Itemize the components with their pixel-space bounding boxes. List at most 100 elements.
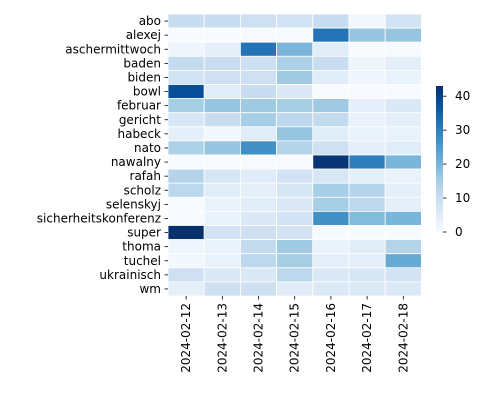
heatmap-cell-thoma-2024-02-12 xyxy=(167,239,205,255)
heatmap-cell-selenskyj-2024-02-17 xyxy=(348,196,386,212)
colorbar-gradient xyxy=(436,86,443,232)
heatmap-cell-thoma-2024-02-16 xyxy=(312,239,350,255)
heatmap-cell-ukrainisch-2024-02-17 xyxy=(348,267,386,283)
heatmap-cell-wm-2024-02-17 xyxy=(348,281,386,297)
heatmap-cell-baden-2024-02-12 xyxy=(167,55,205,71)
heatmap-cell-tuchel-2024-02-12 xyxy=(167,253,205,269)
heatmap-cell-bowl-2024-02-12 xyxy=(167,84,205,100)
heatmap-cell-sicherheitskonferenz-2024-02-15 xyxy=(276,210,314,226)
heatmap-cell-nawalny-2024-02-17 xyxy=(348,154,386,170)
heatmap-cell-tuchel-2024-02-15 xyxy=(276,253,314,269)
x-tick-label-2024-02-16: 2024-02-16 xyxy=(324,303,338,373)
heatmap-cell-baden-2024-02-15 xyxy=(276,55,314,71)
heatmap-cell-selenskyj-2024-02-14 xyxy=(239,196,277,212)
y-tick-label-scholz: scholz xyxy=(124,183,161,197)
heatmap-cell-abo-2024-02-15 xyxy=(276,13,314,29)
heatmap-cell-nawalny-2024-02-16 xyxy=(312,154,350,170)
heatmap-cell-gericht-2024-02-14 xyxy=(239,112,277,128)
heatmap-cell-scholz-2024-02-14 xyxy=(239,182,277,198)
heatmap-cell-super-2024-02-14 xyxy=(239,225,277,241)
heatmap-cell-bowl-2024-02-16 xyxy=(312,84,350,100)
colorbar-tick-label-10: 10 xyxy=(455,191,470,205)
heatmap-cell-nawalny-2024-02-14 xyxy=(239,154,277,170)
heatmap-cell-bowl-2024-02-18 xyxy=(384,84,422,100)
heatmap-cell-scholz-2024-02-13 xyxy=(203,182,241,198)
heatmap-cell-aschermittwoch-2024-02-14 xyxy=(239,41,277,57)
y-tick-label-nato: nato xyxy=(134,141,161,155)
heatmap-cell-sicherheitskonferenz-2024-02-14 xyxy=(239,210,277,226)
heatmap-cell-nato-2024-02-15 xyxy=(276,140,314,156)
heatmap-cell-gericht-2024-02-15 xyxy=(276,112,314,128)
heatmap-cell-wm-2024-02-14 xyxy=(239,281,277,297)
heatmap-cell-februar-2024-02-17 xyxy=(348,98,386,114)
heatmap-cell-abo-2024-02-14 xyxy=(239,13,277,29)
heatmap-cell-nato-2024-02-17 xyxy=(348,140,386,156)
heatmap-cell-aschermittwoch-2024-02-15 xyxy=(276,41,314,57)
heatmap-cell-nato-2024-02-18 xyxy=(384,140,422,156)
heatmap-cell-februar-2024-02-16 xyxy=(312,98,350,114)
y-tick-label-super: super xyxy=(127,226,161,240)
heatmap-cell-rafah-2024-02-13 xyxy=(203,168,241,184)
heatmap-cell-bowl-2024-02-13 xyxy=(203,84,241,100)
y-tick-label-rafah: rafah xyxy=(130,169,161,183)
heatmap-cell-scholz-2024-02-17 xyxy=(348,182,386,198)
heatmap-cell-wm-2024-02-15 xyxy=(276,281,314,297)
heatmap-cell-wm-2024-02-12 xyxy=(167,281,205,297)
heatmap-cell-biden-2024-02-13 xyxy=(203,70,241,85)
heatmap-cell-aschermittwoch-2024-02-17 xyxy=(348,41,386,57)
heatmap-cell-nawalny-2024-02-15 xyxy=(276,154,314,170)
heatmap-cell-bowl-2024-02-14 xyxy=(239,84,277,100)
heatmap-cell-abo-2024-02-16 xyxy=(312,13,350,29)
x-tick-label-2024-02-15: 2024-02-15 xyxy=(288,303,302,373)
y-tick-label-nawalny: nawalny xyxy=(111,155,161,169)
heatmap-cell-biden-2024-02-15 xyxy=(276,70,314,85)
heatmap-cell-scholz-2024-02-15 xyxy=(276,182,314,198)
heatmap-cell-nawalny-2024-02-12 xyxy=(167,154,205,170)
heatmap-cell-gericht-2024-02-13 xyxy=(203,112,241,128)
heatmap-cell-nato-2024-02-13 xyxy=(203,140,241,156)
heatmap-cell-alexej-2024-02-18 xyxy=(384,27,422,43)
y-tick-label-habeck: habeck xyxy=(117,127,161,141)
colorbar-tick-label-40: 40 xyxy=(455,89,470,103)
heatmap-cell-gericht-2024-02-18 xyxy=(384,112,422,128)
heatmap-cell-thoma-2024-02-15 xyxy=(276,239,314,255)
heatmap-cell-wm-2024-02-13 xyxy=(203,281,241,297)
heatmap-cell-habeck-2024-02-12 xyxy=(167,126,205,142)
heatmap-cell-bowl-2024-02-17 xyxy=(348,84,386,100)
heatmap-cell-aschermittwoch-2024-02-18 xyxy=(384,41,422,57)
heatmap-cell-super-2024-02-13 xyxy=(203,225,241,241)
heatmap-cell-tuchel-2024-02-18 xyxy=(384,253,422,269)
heatmap-cell-baden-2024-02-17 xyxy=(348,55,386,71)
colorbar: 0 10 20 30 40 xyxy=(436,86,470,239)
x-tick-label-2024-02-18: 2024-02-18 xyxy=(396,303,410,373)
y-tick-label-bowl: bowl xyxy=(133,85,161,99)
heatmap-cell-nawalny-2024-02-13 xyxy=(203,154,241,170)
y-tick-label-gericht: gericht xyxy=(119,113,161,127)
y-tick-label-tuchel: tuchel xyxy=(124,254,161,268)
x-tick-label-2024-02-17: 2024-02-17 xyxy=(360,303,374,373)
heatmap-cell-alexej-2024-02-13 xyxy=(203,27,241,43)
heatmap-cell-abo-2024-02-18 xyxy=(384,13,422,29)
heatmap-cell-abo-2024-02-12 xyxy=(167,13,205,29)
heatmap-cell-nato-2024-02-14 xyxy=(239,140,277,156)
heatmap-cell-scholz-2024-02-16 xyxy=(312,182,350,198)
heatmap-cell-ukrainisch-2024-02-13 xyxy=(203,267,241,283)
heatmap-cell-selenskyj-2024-02-13 xyxy=(203,196,241,212)
heatmap-cell-baden-2024-02-18 xyxy=(384,55,422,71)
heatmap-cell-alexej-2024-02-16 xyxy=(312,27,350,43)
x-tick-labels: 2024-02-12 2024-02-13 2024-02-14 2024-02-15… xyxy=(179,296,410,373)
colorbar-tick-label-30: 30 xyxy=(455,123,470,137)
heatmap-cell-abo-2024-02-13 xyxy=(203,13,241,29)
y-tick-label-aschermittwoch: aschermittwoch xyxy=(65,42,161,56)
y-tick-label-ukrainisch: ukrainisch xyxy=(99,268,161,282)
heatmap-cell-rafah-2024-02-16 xyxy=(312,168,350,184)
heatmap-cell-bowl-2024-02-15 xyxy=(276,84,314,100)
heatmap-cell-baden-2024-02-16 xyxy=(312,55,350,71)
heatmap-cell-februar-2024-02-13 xyxy=(203,98,241,114)
heatmap-cell-rafah-2024-02-14 xyxy=(239,168,277,184)
heatmap-cell-selenskyj-2024-02-15 xyxy=(276,196,314,212)
heatmap-cell-gericht-2024-02-17 xyxy=(348,112,386,128)
heatmap-cell-baden-2024-02-14 xyxy=(239,55,277,71)
heatmap-cell-aschermittwoch-2024-02-12 xyxy=(167,41,205,57)
